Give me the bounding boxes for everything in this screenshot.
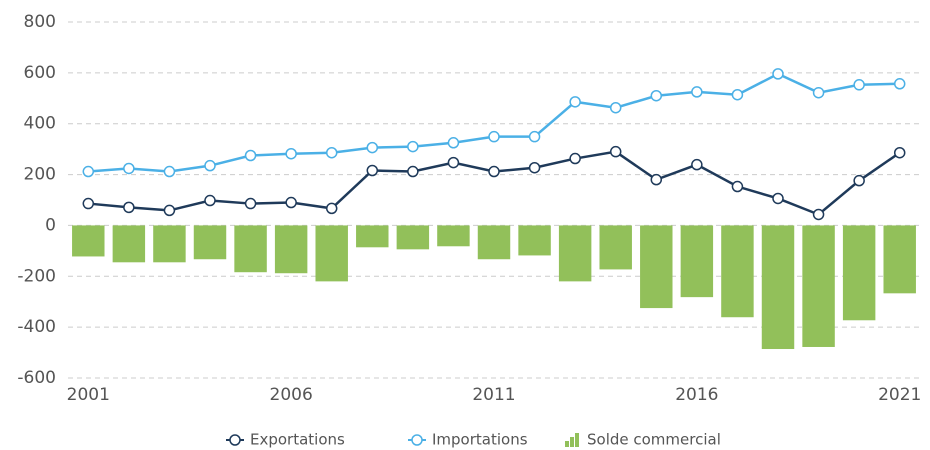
y-tick-label: 0 — [45, 215, 56, 235]
bar — [477, 225, 511, 260]
bar — [315, 225, 348, 282]
point — [285, 196, 297, 209]
point — [204, 194, 216, 207]
legend-marker — [411, 434, 423, 446]
point — [447, 137, 460, 149]
line — [88, 72, 900, 173]
point — [731, 180, 744, 193]
y-tick-label: 800 — [24, 12, 56, 32]
bar — [193, 225, 227, 260]
point — [893, 146, 906, 159]
point — [244, 149, 257, 162]
point — [123, 162, 135, 175]
bar — [518, 225, 551, 256]
point — [691, 158, 703, 171]
bar — [396, 225, 430, 250]
bar — [640, 225, 673, 309]
bar — [680, 225, 714, 298]
y-tick-label: -400 — [17, 317, 56, 337]
point — [163, 204, 176, 217]
point — [691, 86, 703, 98]
legend-marker — [565, 441, 569, 447]
legend-marker — [229, 434, 241, 446]
bar — [437, 225, 470, 247]
bar — [153, 225, 186, 263]
legend-label: Solde commercial — [587, 431, 721, 449]
y-tick-label: 200 — [24, 165, 56, 185]
point — [244, 197, 257, 210]
point — [407, 140, 419, 153]
point — [204, 159, 216, 172]
point — [853, 174, 865, 187]
legend-label: Exportations — [250, 431, 345, 449]
point — [731, 88, 744, 101]
bar — [761, 225, 795, 350]
point — [569, 96, 581, 108]
legend-marker — [570, 437, 574, 447]
point — [528, 130, 541, 143]
point — [893, 78, 906, 90]
point — [123, 201, 135, 214]
bar — [802, 225, 835, 347]
bar — [842, 225, 876, 321]
bar — [234, 225, 267, 273]
legend-item: Solde commercial — [565, 431, 721, 449]
legend-item: Importations — [408, 431, 528, 449]
y-tick-label: 600 — [24, 63, 56, 83]
point — [528, 161, 541, 174]
x-tick-label: 2011 — [472, 385, 515, 405]
point — [82, 165, 95, 178]
bar — [599, 225, 632, 270]
point — [609, 145, 622, 158]
point — [447, 156, 460, 169]
y-tick-label: -200 — [17, 266, 56, 286]
point — [650, 89, 663, 102]
point — [772, 192, 784, 205]
point — [285, 147, 297, 160]
bar — [356, 225, 389, 248]
point — [650, 173, 663, 186]
legend-label: Importations — [432, 431, 528, 449]
point — [163, 165, 176, 178]
point — [772, 68, 784, 80]
point — [853, 79, 865, 91]
point — [407, 165, 419, 178]
point — [325, 202, 338, 215]
bar — [274, 225, 308, 274]
point — [488, 165, 500, 178]
bar — [721, 225, 754, 318]
bar — [883, 225, 916, 294]
legend-marker — [575, 433, 579, 447]
x-tick-label: 2021 — [878, 385, 921, 405]
point — [812, 208, 825, 221]
y-tick-label: 400 — [24, 114, 56, 134]
x-tick-label: 2001 — [67, 385, 110, 405]
x-tick-label: 2016 — [675, 385, 718, 405]
point — [488, 130, 500, 143]
point — [569, 152, 581, 165]
point — [812, 86, 825, 99]
point — [366, 164, 379, 177]
y-tick-label: -600 — [17, 368, 56, 388]
legend-item: Exportations — [226, 431, 345, 449]
point — [609, 101, 622, 114]
bar — [72, 225, 105, 257]
point — [82, 197, 95, 210]
x-tick-label: 2006 — [270, 385, 313, 405]
bar — [558, 225, 592, 282]
point — [366, 141, 379, 154]
point — [325, 146, 338, 159]
bar — [112, 225, 146, 263]
